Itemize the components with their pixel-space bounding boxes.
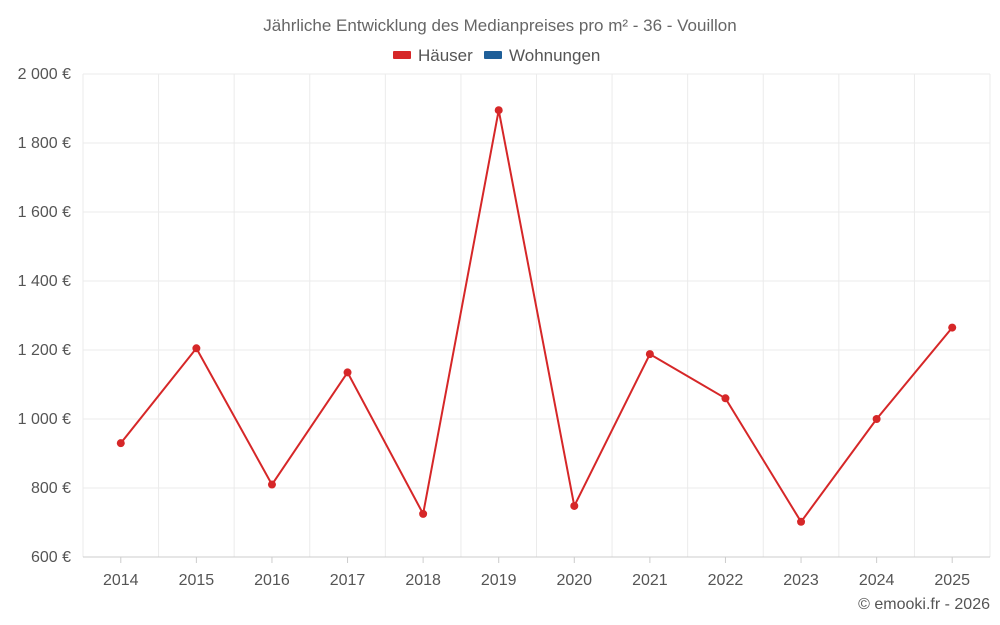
legend-swatch-haeuser[interactable] (393, 51, 411, 59)
x-tick-label: 2016 (254, 572, 290, 589)
x-tick-label: 2015 (179, 572, 215, 589)
y-tick-label: 1 800 € (18, 135, 71, 152)
x-tick-label: 2014 (103, 572, 139, 589)
y-tick-label: 1 000 € (18, 411, 71, 428)
series (116, 106, 957, 526)
data-point-2024[interactable] (872, 415, 881, 423)
series-line-haeuser (120, 110, 953, 524)
data-point-2014[interactable] (116, 439, 125, 448)
x-tick-label: 2021 (632, 572, 668, 589)
legend[interactable]: Häuser Wohnungen (393, 46, 600, 65)
data-point-2015[interactable] (192, 344, 201, 353)
x-tick-label: 2023 (783, 572, 819, 589)
legend-label-wohnungen[interactable]: Wohnungen (509, 46, 600, 65)
legend-label-haeuser[interactable]: Häuser (418, 46, 473, 65)
data-point-2019[interactable] (494, 106, 503, 115)
x-tick-label: 2020 (556, 572, 592, 589)
legend-swatch-wohnungen[interactable] (484, 51, 502, 59)
x-tick-label: 2022 (708, 572, 744, 589)
data-point-2021[interactable] (645, 350, 654, 359)
axes: 600 € 800 € 1 000 € 1 200 € 1 400 € 1 600 € 1 … (18, 66, 990, 589)
copyright-text: © emooki.fr - 2026 (858, 596, 990, 613)
y-tick-label: 1 400 € (18, 273, 71, 290)
x-tick-label: 2024 (859, 572, 895, 589)
data-point-2016[interactable] (267, 480, 276, 489)
x-tick-label: 2018 (405, 572, 441, 589)
y-tick-label: 1 600 € (18, 204, 71, 221)
data-point-2018[interactable] (419, 509, 428, 518)
y-tick-label: 1 200 € (18, 342, 71, 359)
data-point-2020[interactable] (570, 501, 579, 510)
x-tick-label: 2017 (330, 572, 366, 589)
chart-title: Jährliche Entwicklung des Medianpreises … (263, 16, 736, 35)
data-point-2023[interactable] (797, 517, 806, 526)
x-tick-label: 2019 (481, 572, 517, 589)
data-point-2025[interactable] (948, 323, 957, 332)
y-tick-label: 2 000 € (18, 66, 71, 83)
data-point-2017[interactable] (343, 368, 352, 377)
data-point-2022[interactable] (721, 394, 730, 403)
y-tick-label: 800 € (31, 480, 71, 497)
x-tick-label: 2025 (934, 572, 970, 589)
grid (82, 73, 991, 557)
y-tick-label: 600 € (31, 549, 71, 566)
